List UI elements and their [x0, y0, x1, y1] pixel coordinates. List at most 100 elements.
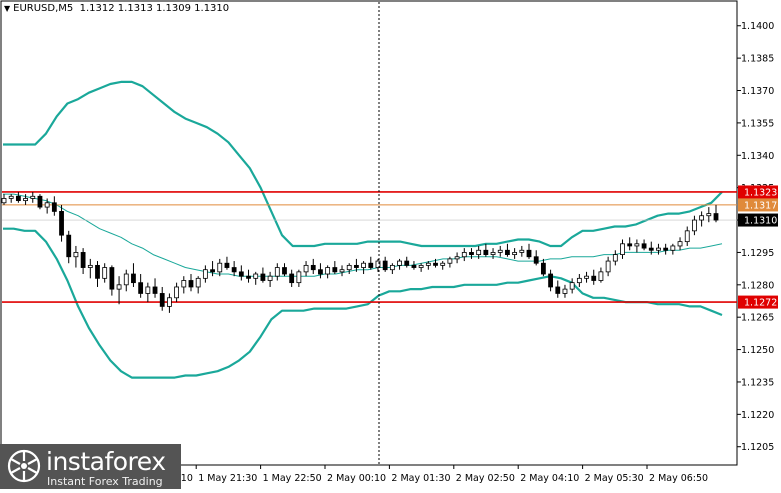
- candle: [433, 258, 438, 268]
- candle: [332, 261, 338, 275]
- candle-body: [44, 202, 50, 208]
- candle: [224, 256, 230, 270]
- candle-body: [389, 264, 395, 271]
- ohlc-values: 1.1312 1.1313 1.1309 1.1310: [79, 3, 230, 14]
- candle: [15, 191, 21, 203]
- candle: [562, 284, 568, 298]
- candle: [418, 263, 424, 272]
- candle-body: [159, 293, 165, 307]
- symbol-name: EURUSD,M5: [13, 3, 74, 14]
- candle-body: [591, 275, 597, 281]
- price-tick-label: 1.1295: [741, 248, 774, 259]
- candle: [131, 263, 136, 287]
- candle-body: [418, 264, 424, 268]
- time-tick-label: 2 May 05:30: [585, 473, 644, 484]
- ask-price-tag-label: 1.1317: [744, 200, 777, 211]
- candle-body: [346, 264, 352, 271]
- price-tick-label: 1.1220: [741, 410, 774, 421]
- price-tick-label: 1.1385: [741, 54, 774, 65]
- candle-body: [8, 195, 14, 199]
- candle: [339, 265, 345, 277]
- candle: [346, 263, 352, 275]
- candle: [152, 278, 158, 298]
- candle-body: [145, 286, 151, 294]
- candle-body: [433, 262, 438, 266]
- time-tick-label: 2 May 00:10: [327, 473, 386, 484]
- candle-body: [397, 260, 402, 266]
- candle: [30, 191, 36, 203]
- candle-body: [648, 247, 654, 251]
- candle: [138, 274, 144, 298]
- candle: [440, 261, 446, 270]
- candle-body: [548, 273, 553, 288]
- candle-body: [354, 264, 359, 268]
- candle-body: [684, 230, 690, 243]
- resistance-price-tag[interactable]: 1.1323: [738, 185, 778, 199]
- candle: [620, 239, 625, 259]
- candle: [8, 194, 14, 203]
- candle: [425, 261, 431, 270]
- candle: [555, 280, 561, 298]
- candle-body: [289, 273, 295, 284]
- candle: [109, 265, 115, 296]
- candle-body: [73, 252, 79, 258]
- candle-body: [59, 211, 64, 236]
- candle-body: [303, 264, 309, 273]
- candle-body: [181, 280, 187, 288]
- candle-body: [404, 260, 410, 266]
- candle: [598, 267, 604, 283]
- time-tick-label: 2 May 01:30: [391, 473, 450, 484]
- ask-price-tag[interactable]: 1.1317: [738, 198, 778, 212]
- bollinger-upper-line: [3, 80, 723, 248]
- candle: [282, 263, 287, 277]
- candle-body: [138, 282, 144, 294]
- candle: [670, 243, 676, 255]
- candle: [167, 293, 172, 313]
- candle-body: [167, 297, 172, 307]
- candle-body: [318, 269, 323, 275]
- candle-body: [425, 262, 431, 266]
- candle-body: [224, 262, 230, 268]
- candle: [145, 282, 151, 303]
- candle-body: [332, 267, 338, 273]
- candle-body: [454, 256, 460, 260]
- candle-body: [375, 260, 381, 268]
- candle-body: [102, 267, 108, 279]
- time-tick-label: 1 May 21:30: [198, 473, 257, 484]
- candle-body: [95, 264, 100, 279]
- candle: [318, 263, 323, 279]
- candle: [23, 194, 28, 205]
- candle: [238, 265, 244, 281]
- candle-body: [246, 275, 251, 279]
- support-price-tag[interactable]: 1.1272: [738, 295, 778, 309]
- candle-body: [195, 277, 201, 288]
- candle-body: [497, 249, 503, 253]
- candle-body: [87, 264, 93, 268]
- candle: [44, 198, 50, 214]
- candle-body: [51, 202, 57, 212]
- candle: [354, 258, 359, 272]
- candle-body: [411, 264, 417, 268]
- candle: [361, 261, 366, 275]
- candle-body: [310, 264, 316, 271]
- brand-tagline: Instant Forex Trading: [47, 475, 163, 488]
- candle: [634, 239, 640, 253]
- current-price-tag[interactable]: 1.1310: [738, 213, 778, 227]
- price-tick-label: 1.1205: [741, 442, 774, 453]
- candle: [289, 269, 295, 287]
- candle: [490, 248, 496, 259]
- candle: [476, 245, 482, 259]
- candle: [404, 256, 410, 268]
- candle-body: [540, 262, 546, 275]
- candle-body: [217, 262, 223, 273]
- candle: [656, 243, 661, 255]
- candle: [663, 243, 669, 255]
- candle: [447, 256, 453, 268]
- instaforex-logo-icon: [7, 449, 41, 483]
- candle: [584, 271, 589, 283]
- candle: [37, 194, 43, 210]
- candle-body: [526, 249, 532, 258]
- candle-body: [656, 247, 661, 251]
- candle-body: [116, 284, 122, 290]
